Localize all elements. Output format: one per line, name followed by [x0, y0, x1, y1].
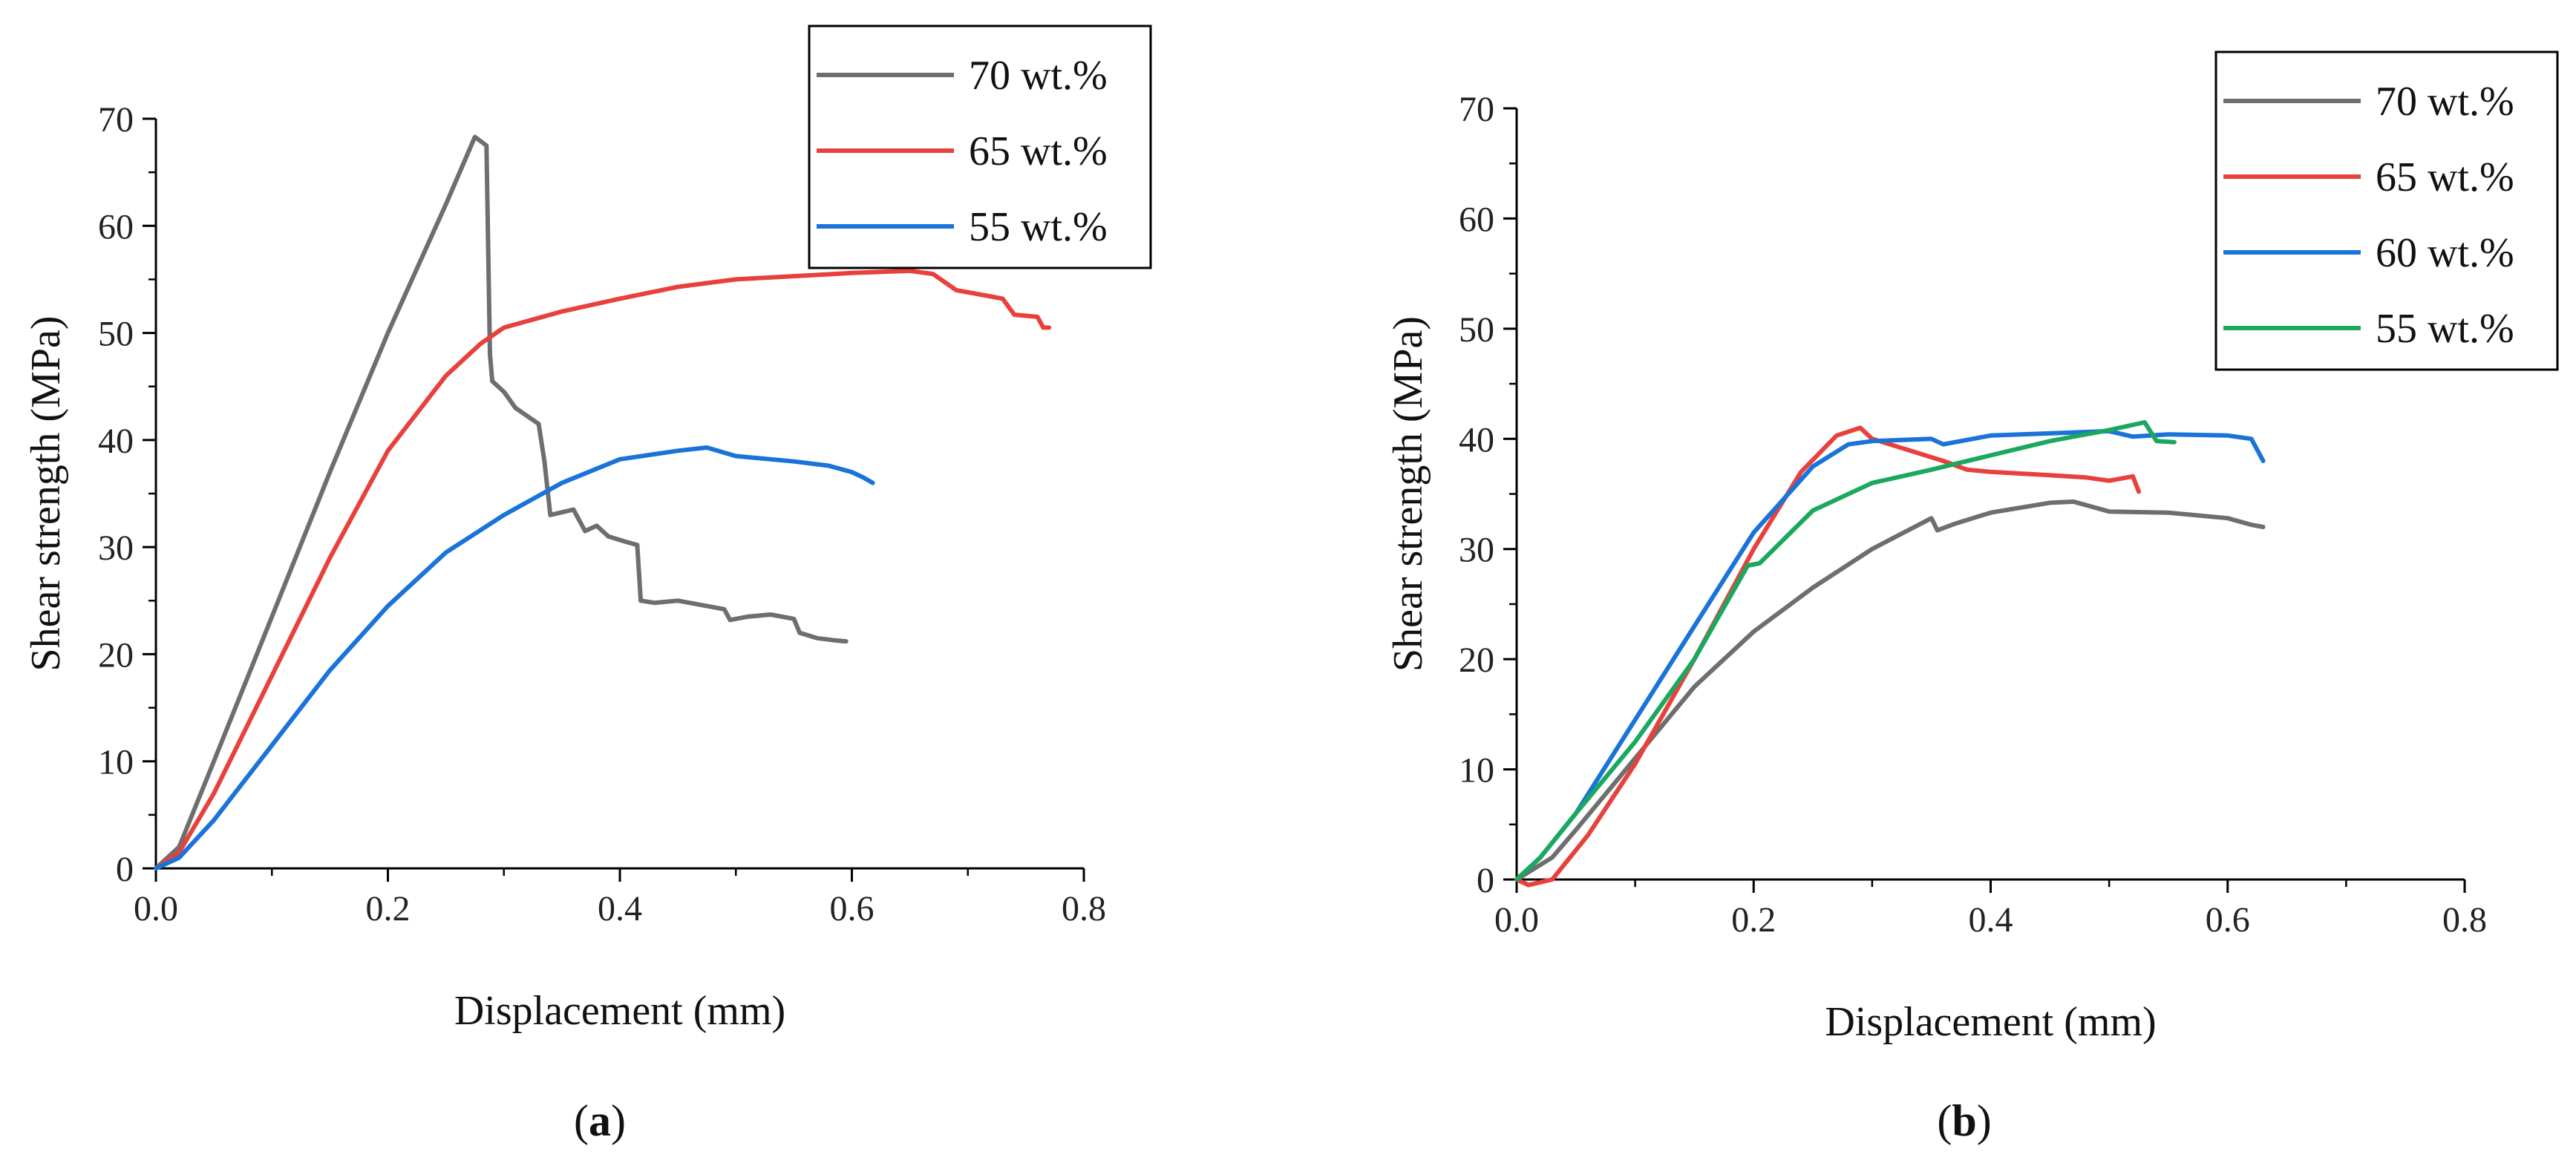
- panel-b-y-tick-label: 0: [1477, 861, 1494, 900]
- panel-a-x-tick-label: 0.6: [830, 889, 875, 928]
- panel-b-x-tick-label: 0.0: [1494, 900, 1539, 940]
- panel-b-series-line-3: [1514, 428, 2266, 882]
- panel-a-legend-label: 65 wt.%: [969, 128, 1108, 174]
- panel-b-legend-label: 60 wt.%: [2376, 230, 2514, 276]
- panel-a-series-line-3: [154, 445, 875, 871]
- panel-b-y-tick-label: 10: [1459, 751, 1494, 790]
- panel-b-legend-label: 55 wt.%: [2376, 306, 2514, 352]
- panel-b-y-tick-label: 50: [1459, 310, 1494, 350]
- panel-a-y-tick-label: 30: [98, 528, 134, 568]
- panel-a-x-tick-label: 0.8: [1062, 889, 1106, 928]
- panel-b: 0.0 0.2 0.4 0.6 0.8 0 10 20 30 40 50 60 70 Displaceme…: [1385, 50, 2559, 1045]
- panel-b-y-tick-label: 20: [1459, 641, 1494, 680]
- panel-a-y-tick-label: 40: [98, 422, 134, 461]
- panel-b-y-axis-title: Shear strength (MPa): [1385, 316, 1431, 672]
- panel-a-x-tick-label: 0.0: [134, 889, 178, 928]
- panel-b-y-tick-label: 70: [1459, 90, 1494, 129]
- panel-b-caption: (b): [1937, 1096, 1991, 1145]
- panel-a-y-axis-title: Shear strength (MPa): [23, 315, 69, 671]
- panel-a-x-tick-label: 0.4: [598, 889, 642, 928]
- panel-b-legend-box: [2214, 50, 2559, 371]
- panel-a-y-tick-label: 10: [98, 743, 134, 782]
- panel-b-series-line-1: [1514, 499, 2266, 882]
- panel-a-legend-label: 70 wt.%: [969, 53, 1108, 99]
- panel-a-y-tick-label: 60: [98, 207, 134, 246]
- panel-b-y-tick-label: 60: [1459, 200, 1494, 239]
- panel-b-legend-label: 65 wt.%: [2376, 154, 2514, 200]
- panel-b-series-line-2: [1514, 425, 2141, 888]
- panel-a-y-tick-label: 50: [98, 315, 134, 354]
- panel-b-x-tick-label: 0.8: [2442, 900, 2487, 940]
- panel-b-series-line-4: [1514, 420, 2177, 882]
- panel-a-legend-label: 55 wt.%: [969, 204, 1108, 250]
- panel-b-legend-label: 70 wt.%: [2376, 79, 2514, 125]
- panel-b-x-axis-title: Displacement (mm): [1825, 999, 2156, 1045]
- panel-a-y-tick-label: 0: [116, 850, 134, 889]
- panel-a-y-tick-label: 20: [98, 635, 134, 675]
- panel-a-y-tick-label: 70: [98, 100, 134, 140]
- panel-a: 0.0 0.2 0.4 0.6 0.8 0 10 20 30 40 50 60 70 Displaceme…: [23, 24, 1152, 1034]
- panel-a-x-tick-label: 0.2: [366, 889, 411, 928]
- panel-a-series-line-2: [154, 268, 1052, 871]
- panel-a-caption: (a): [574, 1096, 626, 1145]
- panel-b-x-tick-label: 0.6: [2206, 900, 2250, 940]
- panel-a-x-axis-title: Displacement (mm): [454, 988, 785, 1034]
- panel-b-x-tick-label: 0.4: [1969, 900, 2013, 940]
- panel-b-x-tick-label: 0.2: [1731, 900, 1776, 940]
- panel-a-series-line-1: [154, 134, 849, 871]
- panel-b-y-tick-label: 40: [1459, 420, 1494, 459]
- panel-b-y-tick-label: 30: [1459, 531, 1494, 570]
